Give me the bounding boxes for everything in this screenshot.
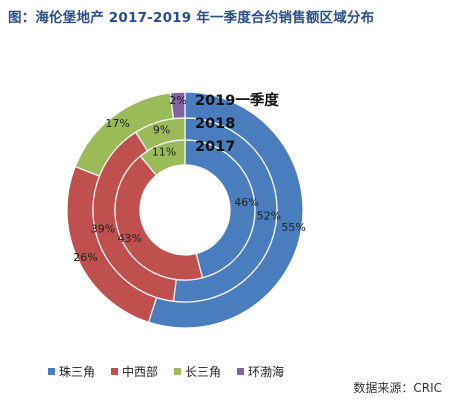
ring-label-inner: 2017	[195, 139, 235, 155]
data-label: 17%	[105, 117, 129, 130]
data-label: 9%	[153, 123, 170, 136]
data-label: 2%	[169, 94, 186, 107]
data-label: 46%	[234, 196, 258, 209]
data-label: 26%	[73, 251, 97, 264]
data-label: 52%	[257, 209, 281, 222]
ring-label-middle: 2018	[195, 116, 235, 132]
legend-swatch-zhusanjiao	[48, 368, 55, 375]
legend-label: 珠三角	[59, 365, 96, 379]
chart-title: 图：海伦堡地产 2017-2019 年一季度合约销售额区域分布	[8, 10, 375, 26]
legend-item-zhusanjiao: 珠三角	[48, 363, 95, 380]
legend-label: 中西部	[122, 365, 159, 379]
legend-label: 长三角	[185, 365, 222, 379]
data-source: 数据来源：CRIC	[353, 381, 442, 395]
data-label: 39%	[91, 222, 115, 235]
ring-label-outer: 2019一季度	[195, 91, 279, 109]
doughnut-chart: 55% 26% 17% 2% 52% 39% 9% 46% 43% 11% 2019一季度 2018 2…	[66, 91, 306, 329]
legend-swatch-zhongxibu	[111, 368, 119, 375]
slice-inner-2	[139, 139, 186, 177]
slice-inner-1	[114, 155, 204, 281]
legend-item-huanbohai: 环渤海	[237, 363, 284, 380]
legend-swatch-huanbohai	[237, 368, 245, 375]
slice-inner-0	[184, 139, 256, 279]
legend-label: 环渤海	[248, 365, 285, 379]
data-label: 11%	[152, 146, 176, 159]
data-label: 43%	[118, 232, 142, 245]
legend: 珠三角 中西部 长三角 环渤海	[48, 363, 284, 380]
legend-item-zhongxibu: 中西部	[111, 363, 158, 380]
legend-item-changsanjiao: 长三角	[174, 363, 221, 380]
legend-swatch-changsanjiao	[174, 368, 182, 375]
data-label: 55%	[281, 221, 305, 234]
